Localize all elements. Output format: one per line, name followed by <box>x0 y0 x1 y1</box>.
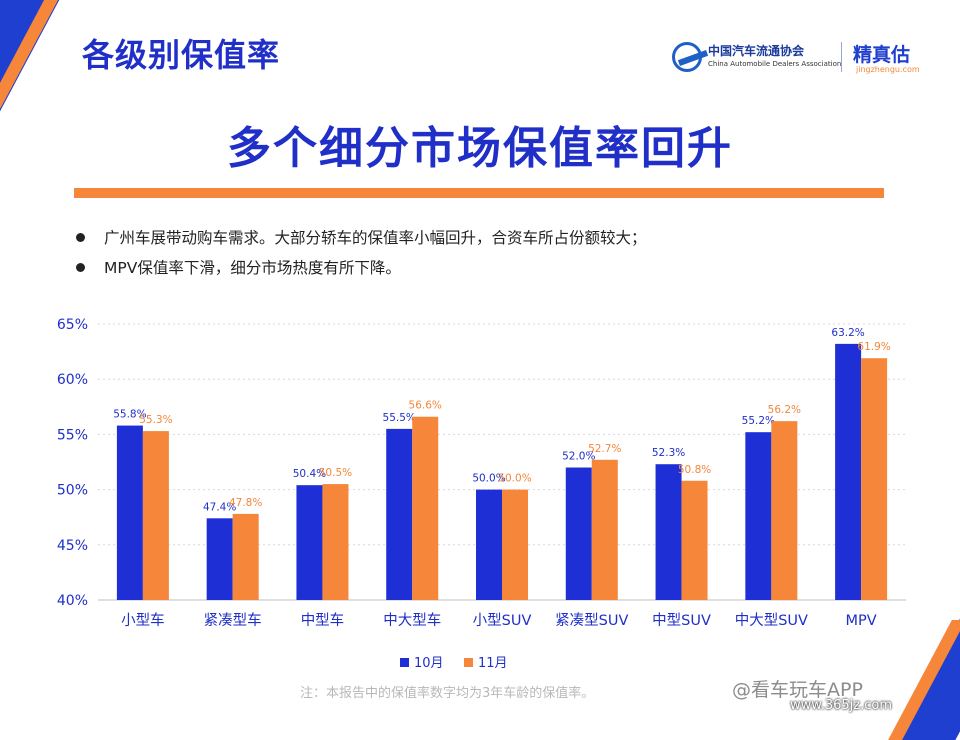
jingzhengu-url: jingzhengu.com <box>856 65 920 74</box>
legend-label-nov: 11月 <box>478 656 508 671</box>
cada-emblem-icon <box>672 42 702 72</box>
footnote: 注：本报告中的保值率数字均为3年车龄的保值率。 <box>300 686 595 701</box>
logo-divider <box>841 42 842 72</box>
y-tick-label: 60% <box>57 372 88 388</box>
y-tick-label: 55% <box>57 427 88 443</box>
bar-oct <box>655 464 682 600</box>
bullet-dot-icon <box>76 263 85 272</box>
bar-oct <box>476 489 502 600</box>
x-category-label: 中大型SUV <box>735 612 808 629</box>
data-label-oct: 50.0% <box>472 473 505 485</box>
data-label-nov: 56.6% <box>409 400 442 412</box>
bar-nov <box>232 513 259 600</box>
watermark-site: www.365jz.com <box>790 698 892 713</box>
bar-oct <box>206 518 233 600</box>
cada-logo: 中国汽车流通协会 China Automobile Dealers Associ… <box>672 40 841 76</box>
cada-name-cn: 中国汽车流通协会 <box>708 44 805 58</box>
x-category-label: 紧凑型车 <box>204 612 262 629</box>
corner-decoration-blue <box>0 0 65 120</box>
data-label-oct: 63.2% <box>831 327 864 339</box>
bar-chart: 40% 45% 50% 55% 60% 65% 55.8%55.3% 小型车 47.4%47.8… <box>57 317 906 629</box>
bar-oct <box>296 485 323 600</box>
bar-oct <box>116 425 143 600</box>
data-label-nov: 52.7% <box>588 443 621 455</box>
y-tick-label: 40% <box>57 593 88 609</box>
bullet-text: 广州车展带动购车需求。大部分轿车的保值率小幅回升，合资车所占份额较大； <box>104 229 647 247</box>
section-title: 各级别保值率 <box>82 36 281 74</box>
bar-oct <box>835 343 862 600</box>
bar-nov <box>322 484 349 600</box>
data-label-nov: 61.9% <box>857 341 890 353</box>
bullet-text: MPV保值率下滑，细分市场热度有所下降。 <box>104 259 401 277</box>
x-category-label: 中大型车 <box>383 612 441 629</box>
x-category-label: 小型SUV <box>473 612 532 629</box>
data-label-oct: 55.2% <box>742 415 775 427</box>
bar-nov <box>861 358 888 600</box>
data-label-nov: 55.3% <box>139 414 172 426</box>
bar-nov <box>412 416 439 600</box>
watermark-app: @看车玩车APP <box>732 679 863 701</box>
data-label-oct: 50.4% <box>293 468 326 480</box>
legend-item-nov: 11月 <box>464 652 508 671</box>
data-label-oct: 55.8% <box>113 409 146 421</box>
bar-nov <box>591 459 618 600</box>
y-tick-label: 45% <box>57 538 88 554</box>
bar-nov <box>771 421 798 600</box>
x-category-label: 中型SUV <box>652 612 711 629</box>
data-label-oct: 52.3% <box>652 447 685 459</box>
x-category-label: 小型车 <box>121 612 165 629</box>
legend-swatch-nov <box>464 658 473 667</box>
y-tick-label: 65% <box>57 317 88 333</box>
data-label-nov: 50.8% <box>678 464 711 476</box>
y-tick-label: 50% <box>57 483 88 499</box>
data-label-oct: 55.5% <box>383 412 416 424</box>
data-label-nov: 56.2% <box>768 404 801 416</box>
x-category-label: 中型车 <box>301 612 345 629</box>
data-label-nov: 50.5% <box>319 467 352 479</box>
legend-item-oct: 10月 <box>400 652 444 671</box>
bar-oct <box>565 467 592 600</box>
x-category-label: 紧凑型SUV <box>555 612 628 629</box>
data-label-oct: 52.0% <box>562 451 595 463</box>
bar-nov <box>681 480 708 600</box>
legend-swatch-oct <box>400 658 409 667</box>
bar-oct <box>745 432 772 600</box>
bullet-dot-icon <box>76 233 85 242</box>
data-label-nov: 50.0% <box>498 473 531 485</box>
data-label-oct: 47.4% <box>203 501 236 513</box>
cada-name-en: China Automobile Dealers Association <box>708 60 842 68</box>
bar-oct <box>386 428 413 600</box>
jingzhengu-logo: 精真估 <box>853 44 911 66</box>
headline-underline <box>74 188 884 198</box>
legend-label-oct: 10月 <box>414 656 444 671</box>
bar-nov <box>142 431 169 600</box>
data-label-nov: 47.8% <box>229 497 262 509</box>
headline: 多个细分市场保值率回升 <box>227 123 733 174</box>
x-category-label: MPV <box>846 613 877 629</box>
bar-nov <box>502 489 528 600</box>
